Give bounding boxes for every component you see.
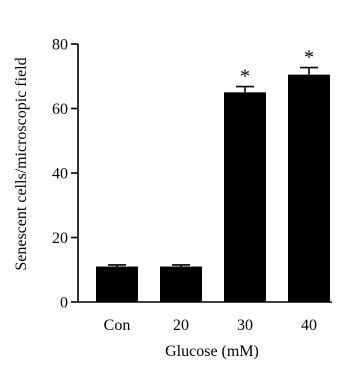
significance-marker: * <box>240 66 250 88</box>
bar <box>288 74 330 302</box>
y-axis: 0 20 40 60 80 <box>52 37 79 312</box>
significance-markers: ** <box>240 47 314 88</box>
y-tick-label: 0 <box>60 295 68 312</box>
significance-marker: * <box>304 47 314 69</box>
y-axis-label: Senescent cells/microscopic field <box>13 57 30 270</box>
x-tick-label: 40 <box>301 317 317 334</box>
y-tick-label: 20 <box>52 230 68 247</box>
x-tick-label: Con <box>104 317 131 334</box>
bars <box>96 66 330 302</box>
bar <box>96 266 138 302</box>
x-axis-label: Glucose (mM) <box>165 343 259 360</box>
bar <box>160 266 202 302</box>
x-axis: Con 20 30 40 <box>78 301 332 334</box>
x-tick-label: 30 <box>237 317 253 334</box>
x-tick-label: 20 <box>173 317 189 334</box>
y-tick-label: 60 <box>52 101 68 118</box>
bar <box>224 92 266 302</box>
y-tick-label: 80 <box>52 37 68 54</box>
y-tick-label: 40 <box>52 166 68 183</box>
